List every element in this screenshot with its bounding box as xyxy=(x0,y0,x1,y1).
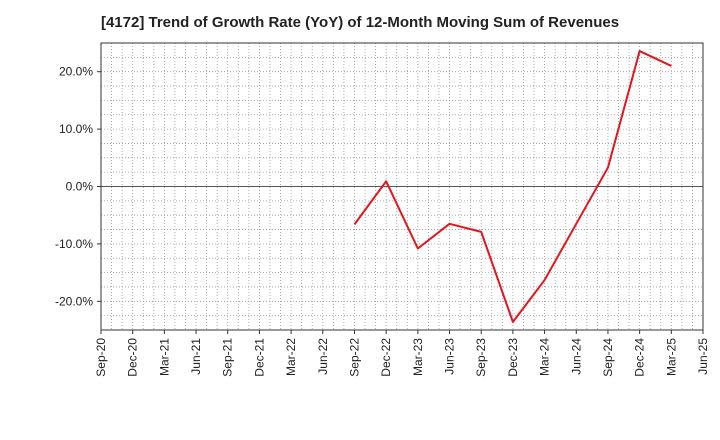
x-tick-label: Dec-23 xyxy=(506,338,520,377)
x-tick-label: Sep-24 xyxy=(601,338,615,377)
y-tick-label: 10.0% xyxy=(59,122,93,136)
y-tick-label: -10.0% xyxy=(55,237,93,251)
x-tick-label: Dec-22 xyxy=(379,338,393,377)
x-tick-label: Sep-20 xyxy=(94,338,108,377)
x-tick-label: Sep-23 xyxy=(474,338,488,377)
x-tick-label: Mar-24 xyxy=(538,338,552,376)
y-tick-label: -20.0% xyxy=(55,294,93,308)
x-tick-label: Sep-22 xyxy=(347,338,361,377)
x-tick-label: Dec-21 xyxy=(252,338,266,377)
chart-title: [4172] Trend of Growth Rate (YoY) of 12-… xyxy=(100,14,620,31)
x-tick-label: Jun-23 xyxy=(443,338,457,375)
x-tick-label: Mar-23 xyxy=(411,338,425,376)
y-tick-label: 20.0% xyxy=(59,65,93,79)
x-tick-label: Sep-21 xyxy=(221,338,235,377)
x-tick-label: Dec-24 xyxy=(633,338,647,377)
x-tick-label: Jun-22 xyxy=(316,338,330,375)
x-tick-label: Jun-21 xyxy=(189,338,203,375)
x-tick-label: Mar-22 xyxy=(284,338,298,376)
x-tick-label: Jun-25 xyxy=(696,338,710,375)
y-tick-label: 0.0% xyxy=(66,180,94,194)
x-tick-label: Dec-20 xyxy=(126,338,140,377)
x-tick-label: Mar-21 xyxy=(157,338,171,376)
x-tick-label: Jun-24 xyxy=(569,338,583,375)
x-tick-label: Mar-25 xyxy=(664,338,678,376)
